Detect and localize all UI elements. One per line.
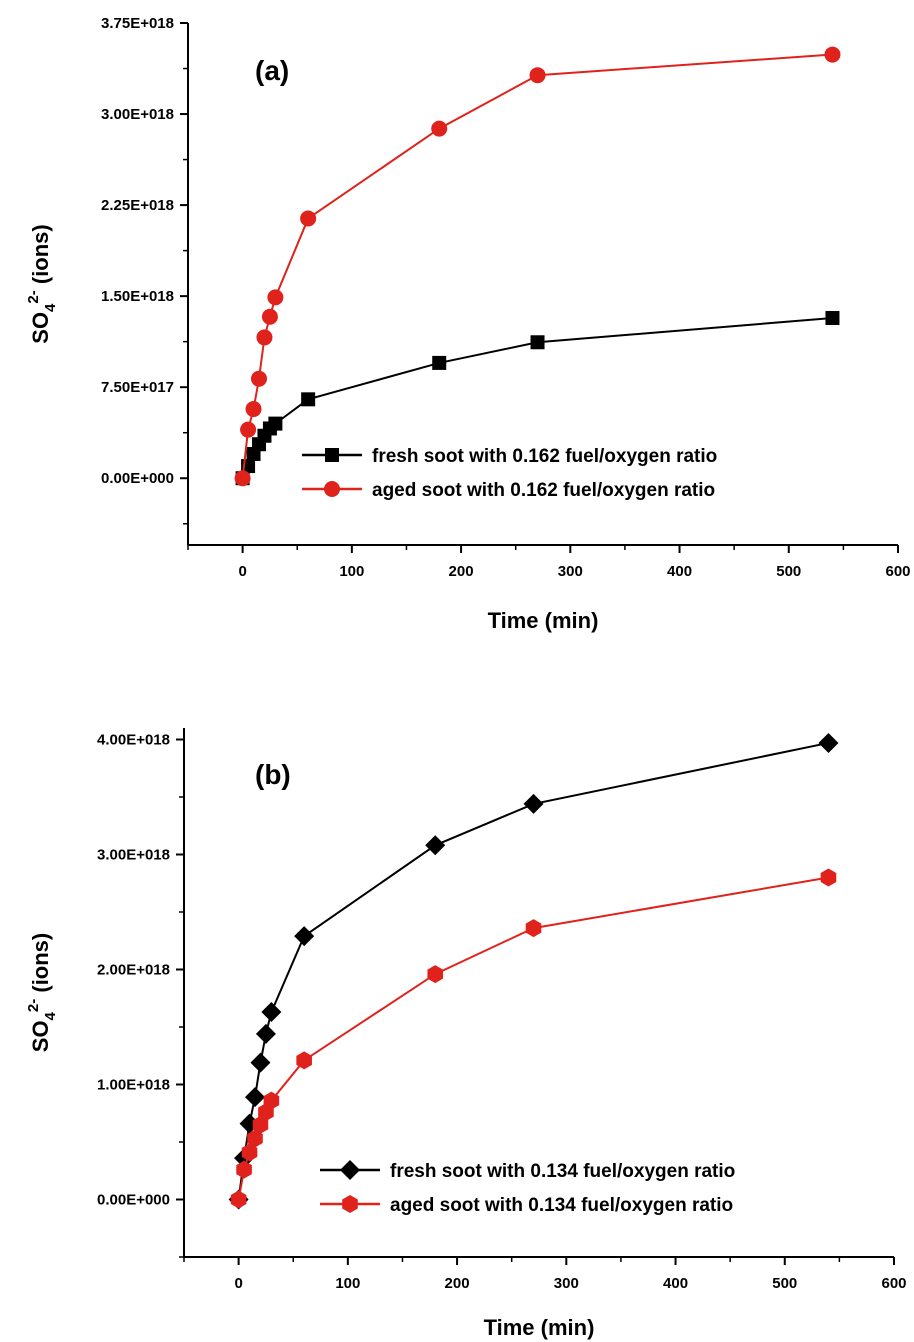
data-point <box>294 926 315 947</box>
legend-marker <box>325 448 339 462</box>
y-tick-label: 2.00E+018 <box>97 962 170 979</box>
data-point <box>240 421 257 438</box>
x-tick-label: 0 <box>238 563 246 580</box>
x-tick-label: 500 <box>772 1275 797 1292</box>
x-axis-title: Time (min) <box>484 1315 595 1340</box>
data-point <box>432 355 447 370</box>
data-point <box>261 1002 282 1023</box>
x-tick-label: 600 <box>881 1275 906 1292</box>
data-point <box>234 470 251 487</box>
data-point <box>431 120 448 137</box>
data-point <box>824 46 841 63</box>
y-axis-title-superscript: 2- <box>25 999 42 1012</box>
series-fresh-soot <box>228 732 839 1210</box>
data-point <box>818 732 839 753</box>
y-axis-title-tail: (ions) <box>28 224 53 290</box>
legend-entry-fresh-soot: fresh soot with 0.162 fuel/oxygen ratio <box>302 446 717 467</box>
y-axis-title-superscript: 2- <box>25 290 42 303</box>
data-point <box>300 210 317 227</box>
y-tick-label: 2.25E+018 <box>101 197 174 214</box>
data-point <box>251 370 267 387</box>
data-point <box>525 919 542 938</box>
data-point <box>523 793 544 814</box>
data-point <box>427 965 444 984</box>
data-point <box>425 835 446 856</box>
data-point <box>245 1087 265 1108</box>
y-axis-title-main: SO <box>28 1020 53 1052</box>
x-tick-label: 100 <box>335 1275 360 1292</box>
legend-entry-fresh-soot: fresh soot with 0.134 fuel/oxygen ratio <box>320 1160 735 1182</box>
series-line <box>241 53 833 479</box>
legend-label: fresh soot with 0.162 fuel/oxygen ratio <box>372 446 717 467</box>
legend-entry-aged-soot: aged soot with 0.162 fuel/oxygen ratio <box>302 480 715 501</box>
data-point <box>529 67 546 84</box>
series-aged-soot <box>234 46 841 487</box>
x-axis-title: Time (min) <box>488 608 599 633</box>
x-tick-label: 300 <box>554 1275 579 1292</box>
data-point <box>268 416 283 431</box>
data-point <box>236 1160 252 1179</box>
series-aged-soot <box>230 868 837 1209</box>
panel-label: (a) <box>255 55 289 86</box>
y-tick-label: 0.00E+000 <box>101 470 174 487</box>
data-point <box>250 1052 271 1073</box>
data-point <box>530 335 545 350</box>
x-tick-label: 400 <box>663 1275 688 1292</box>
y-tick-label: 3.75E+018 <box>101 15 174 32</box>
legend-label: fresh soot with 0.134 fuel/oxygen ratio <box>390 1161 735 1182</box>
legend-label: aged soot with 0.134 fuel/oxygen ratio <box>390 1195 733 1216</box>
data-point <box>296 1051 312 1070</box>
x-tick-label: 200 <box>449 563 474 580</box>
y-axis-title-main: SO <box>28 312 53 344</box>
legend-marker <box>340 1160 360 1180</box>
data-point <box>252 1115 269 1134</box>
y-axis-title: SO42- (ions) <box>25 933 59 1052</box>
data-point <box>263 1091 280 1110</box>
y-axis-title-subscript: 4 <box>42 1011 59 1020</box>
y-tick-label: 3.00E+018 <box>101 106 174 123</box>
chart-panel-a: 0 100 200 300 400 500 600 0.00E+000 7.50E+017 1.5… <box>25 15 911 633</box>
data-point <box>255 1023 276 1044</box>
x-tick-label: 500 <box>776 563 801 580</box>
x-tick-label: 400 <box>667 563 692 580</box>
x-tick-label: 600 <box>885 563 910 580</box>
panel-label: (b) <box>255 759 291 790</box>
y-tick-label: 3.00E+018 <box>97 847 170 864</box>
data-point <box>245 401 262 418</box>
legend-label: aged soot with 0.162 fuel/oxygen ratio <box>372 480 715 501</box>
y-tick-label: 4.00E+018 <box>97 732 170 749</box>
x-tick-label: 0 <box>234 1275 242 1292</box>
x-tick-label: 200 <box>445 1275 470 1292</box>
y-tick-label: 1.50E+018 <box>101 288 174 305</box>
data-point <box>301 392 316 407</box>
x-tick-label: 100 <box>339 563 364 580</box>
chart-panel-b: 0 100 200 300 400 500 600 0.00E+000 1.00E+018 2.0… <box>25 728 907 1340</box>
data-point <box>825 310 840 325</box>
data-point <box>247 1129 263 1148</box>
y-axis-title: SO42- (ions) <box>25 224 59 343</box>
legend-marker <box>342 1195 358 1213</box>
x-tick-label: 300 <box>558 563 583 580</box>
data-point <box>256 329 273 346</box>
legend-entry-aged-soot: aged soot with 0.134 fuel/oxygen ratio <box>320 1195 733 1216</box>
y-tick-label: 0.00E+000 <box>97 1192 170 1209</box>
data-point <box>230 1190 247 1209</box>
y-axis-title-subscript: 4 <box>42 303 59 312</box>
legend-marker <box>324 481 340 497</box>
y-axis-title-tail: (ions) <box>28 933 53 999</box>
data-point <box>820 868 837 887</box>
data-point <box>241 1143 258 1162</box>
y-tick-label: 1.00E+018 <box>97 1077 170 1094</box>
data-point <box>261 308 278 325</box>
data-point <box>267 289 284 306</box>
y-tick-label: 7.50E+017 <box>101 379 174 396</box>
